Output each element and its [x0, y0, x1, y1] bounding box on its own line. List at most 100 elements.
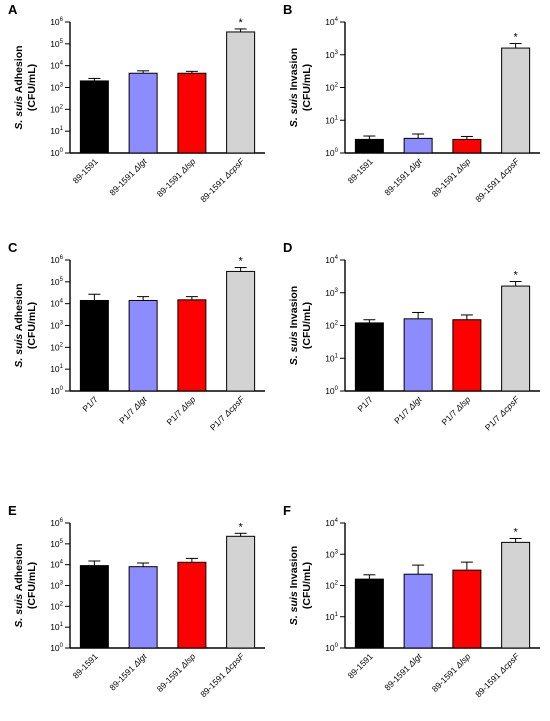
bar	[452, 138, 482, 154]
x-tick-label: 89-1591 Δlgt	[107, 156, 149, 198]
bar	[354, 322, 384, 392]
x-tick-label: P1/7	[80, 394, 100, 414]
y-axis-title: S. suis Invasion	[288, 286, 300, 365]
y-tick-label: 103	[325, 288, 338, 298]
y-axis-unit: (CFU/mL)	[26, 302, 38, 349]
y-tick-label: 103	[325, 549, 338, 559]
x-tick-label: 89-1591 Δlsp	[430, 156, 473, 199]
x-tick-label: 89-1591 Δlsp	[155, 651, 198, 694]
panel-label: B	[283, 2, 292, 17]
y-tick-label: 100	[325, 148, 338, 158]
y-tick-label: 104	[50, 61, 63, 71]
y-axis-unit: (CFU/mL)	[301, 562, 313, 609]
y-tick-label: 106	[50, 17, 63, 27]
bar	[177, 72, 207, 154]
bar	[354, 578, 384, 649]
panel-a-chart: A S. suis Adhesion (CFU/mL) 100 101 102 103 104…	[8, 2, 265, 204]
y-tick-label: 105	[50, 277, 63, 287]
bar	[403, 318, 433, 392]
significance-marker: *	[238, 521, 243, 533]
y-tick-label: 103	[50, 83, 63, 93]
bar	[79, 565, 109, 649]
bar	[128, 299, 158, 392]
bar	[403, 573, 433, 649]
x-tick-label: 89-1591	[71, 156, 100, 185]
y-tick-label: 101	[325, 115, 338, 125]
x-tick-label: P1/7 Δlsp	[164, 394, 197, 427]
y-axis-unit: (CFU/mL)	[301, 302, 313, 349]
bar	[501, 541, 531, 649]
panel-f-chart: F S. suis Invasion (CFU/mL) 100 101 102 103 104…	[283, 503, 540, 699]
bar	[403, 137, 433, 154]
significance-marker: *	[513, 32, 518, 44]
panel-c: C S. suis Adhesion (CFU/mL) 100 101 102 103 104…	[0, 238, 275, 468]
bar	[226, 535, 256, 649]
x-tick-label: 89-1591 ΔcpsF	[473, 156, 521, 204]
y-tick-label: 102	[325, 321, 338, 331]
bar	[452, 569, 482, 649]
panel-label: D	[283, 240, 292, 255]
bar	[501, 285, 531, 392]
y-tick-label: 101	[325, 353, 338, 363]
y-tick-label: 104	[50, 299, 63, 309]
bar	[128, 566, 158, 649]
y-tick-label: 105	[50, 539, 63, 549]
panel-d-chart: D S. suis Invasion (CFU/mL) 100 101 102 103 104…	[283, 240, 540, 433]
panel-a: A S. suis Adhesion (CFU/mL) 100 101 102 103 104…	[0, 0, 275, 230]
x-tick-label: 89-1591 Δlsp	[155, 156, 198, 199]
y-axis-title: S. suis Adhesion	[13, 543, 25, 627]
y-tick-label: 104	[325, 17, 338, 27]
y-tick-label: 104	[325, 255, 338, 265]
x-tick-label: P1/7 ΔcpsF	[208, 394, 247, 433]
bar	[128, 72, 158, 154]
significance-marker: *	[513, 526, 518, 538]
y-axis-title: S. suis Invasion	[288, 546, 300, 625]
y-tick-label: 100	[325, 643, 338, 653]
x-tick-label: P1/7	[355, 394, 375, 414]
y-axis-title: S. suis Invasion	[288, 48, 300, 127]
bar	[354, 138, 384, 154]
y-tick-label: 101	[50, 622, 63, 632]
y-tick-label: 103	[50, 581, 63, 591]
x-tick-label: 89-1591 Δlsp	[430, 651, 473, 694]
y-tick-label: 100	[50, 643, 63, 653]
panel-label: F	[283, 503, 291, 518]
significance-marker: *	[238, 17, 243, 29]
y-tick-label: 104	[50, 560, 63, 570]
y-axis-unit: (CFU/mL)	[26, 562, 38, 609]
significance-marker: *	[238, 256, 243, 268]
bar	[79, 299, 109, 392]
x-tick-label: 89-1591 ΔcpsF	[473, 651, 521, 699]
y-tick-label: 100	[50, 386, 63, 396]
y-tick-label: 103	[50, 321, 63, 331]
panel-d: D S. suis Invasion (CFU/mL) 100 101 102 103 104…	[275, 238, 550, 468]
panel-b-chart: B S. suis Invasion (CFU/mL) 100 101 102 103 104…	[283, 2, 540, 204]
x-tick-label: 89-1591 Δlgt	[382, 156, 424, 198]
y-tick-label: 102	[325, 83, 338, 93]
y-tick-label: 104	[325, 518, 338, 528]
y-tick-label: 101	[50, 364, 63, 374]
y-tick-label: 100	[50, 148, 63, 158]
bar	[452, 319, 482, 392]
x-tick-label: P1/7 ΔcpsF	[483, 394, 522, 433]
panel-f: F S. suis Invasion (CFU/mL) 100 101 102 103 104…	[275, 476, 550, 716]
panel-label: A	[8, 2, 18, 17]
bar	[226, 31, 256, 154]
x-tick-label: 89-1591 Δlgt	[107, 651, 149, 693]
y-axis-title: S. suis Adhesion	[13, 45, 25, 129]
significance-marker: *	[513, 270, 518, 282]
x-tick-label: 89-1591 Δlgt	[382, 651, 424, 693]
y-tick-label: 106	[50, 255, 63, 265]
x-tick-label: 89-1591	[346, 156, 375, 185]
x-tick-label: 89-1591 ΔcpsF	[198, 651, 246, 699]
panel-label: E	[8, 503, 17, 518]
y-axis-title: S. suis Adhesion	[13, 283, 25, 367]
bar	[177, 299, 207, 392]
y-tick-label: 100	[325, 386, 338, 396]
x-tick-label: 89-1591 ΔcpsF	[198, 156, 246, 204]
bar	[501, 47, 531, 154]
y-axis-unit: (CFU/mL)	[301, 64, 313, 111]
x-tick-label: 89-1591	[71, 651, 100, 680]
panel-label: C	[8, 240, 18, 255]
x-tick-label: P1/7 Δlgt	[392, 394, 424, 426]
